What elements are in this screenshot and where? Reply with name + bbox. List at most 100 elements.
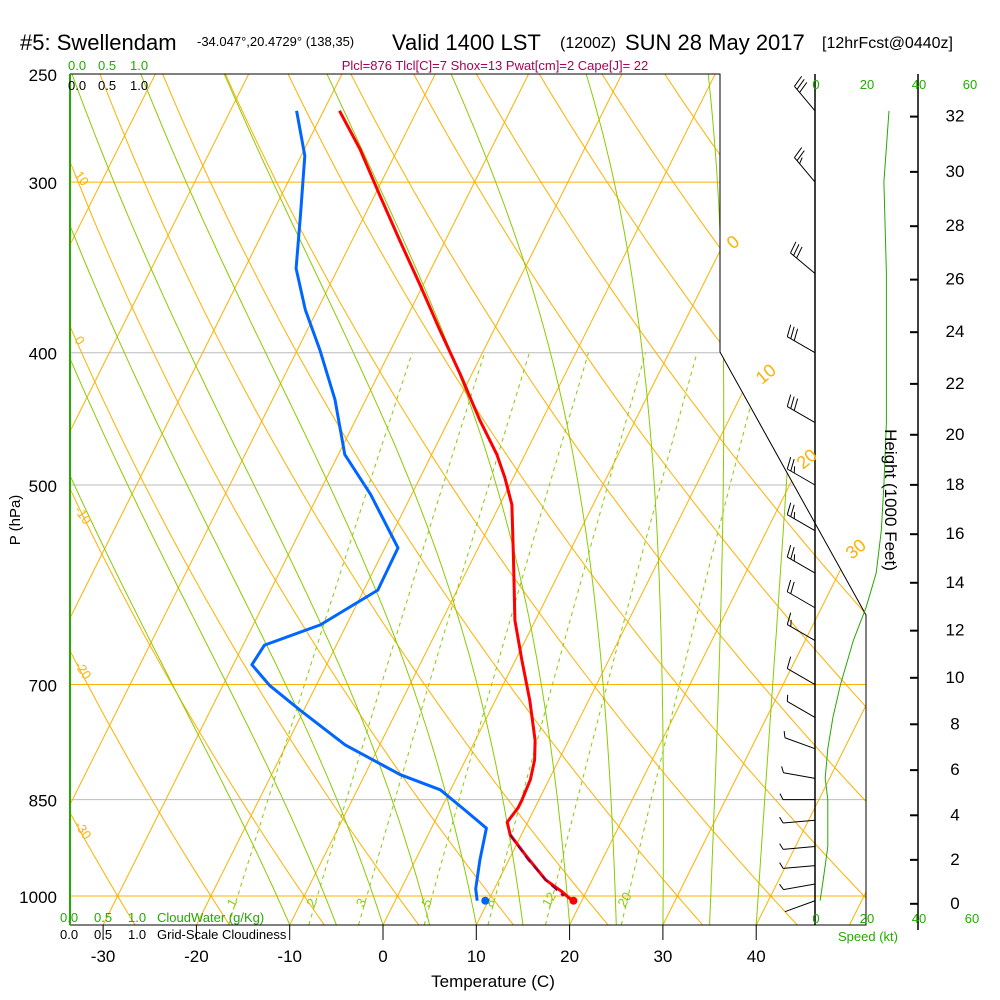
height-tick-label: 0: [950, 894, 959, 913]
dry-adiabat-line: [897, 50, 1000, 953]
dry-adiabat-line: [524, 74, 866, 925]
wind-barb: [786, 612, 816, 642]
plot-frame: [70, 73, 867, 926]
isotherm-line: [70, 74, 355, 925]
mixing-ratio-line: [620, 352, 766, 925]
mixing-ratio-line: [228, 352, 413, 925]
moist-adiabat-line: [704, 74, 725, 925]
wind-barb-staff: [787, 468, 816, 486]
cloud-top-black-0: 0.0: [68, 78, 86, 93]
dry-adiabat-line: [90, 74, 632, 925]
speed-bottom-0: 0: [812, 911, 819, 926]
wind-barb-feather: [790, 458, 795, 472]
wind-barb-staff: [787, 336, 816, 354]
wind-barb: [786, 544, 816, 574]
wind-barb-staff: [787, 591, 816, 609]
height-tick-label: 16: [946, 524, 965, 543]
valid-date: SUN 28 May 2017: [625, 30, 805, 55]
wind-barb: [783, 731, 816, 750]
cloud-top-black-1: 0.5: [98, 78, 116, 93]
temperature-tick-label: 10: [467, 947, 486, 966]
wind-barb-staff: [794, 157, 816, 183]
isotherm-label: 30: [842, 535, 870, 563]
isotherm-line: [182, 74, 635, 925]
height-tick-label: 4: [950, 805, 959, 824]
height-tick-label: 30: [946, 162, 965, 181]
wind-barb-feather: [794, 147, 803, 158]
mixing-ratio-label: 1: [223, 896, 240, 910]
height-tick-label: 2: [950, 850, 959, 869]
wind-barb-staff: [790, 252, 816, 274]
mixing-ratio-lines: 1 2 3 5 8 12 20: [223, 352, 766, 925]
wind-barbs: [779, 75, 890, 913]
cloud-top-green-0: 0.0: [68, 58, 86, 73]
moist-adiabat-line: [440, 74, 617, 925]
isotherm-line: [275, 74, 728, 925]
wind-barb-feather: [794, 75, 803, 87]
wind-barb: [790, 241, 816, 274]
wind-barb: [779, 843, 816, 850]
dry-adiabat-line: [400, 74, 866, 925]
mixing-ratio-line: [545, 352, 698, 925]
cloud-top-green-1: 0.5: [98, 58, 116, 73]
wind-barb-staff: [794, 85, 816, 112]
isotherm-label: 0: [723, 231, 744, 253]
wind-barb-feather: [786, 656, 792, 669]
dry-adiabat-line: [959, 50, 1000, 953]
height-tick-label: 10: [946, 668, 965, 687]
height-tick-label: 20: [946, 425, 965, 444]
wind-barb-feather: [786, 579, 792, 592]
wind-barb-feather: [790, 504, 795, 517]
height-tick-label: 32: [946, 107, 965, 126]
wind-barb-feather: [790, 546, 795, 560]
isotherm-line: [741, 74, 866, 925]
temperature-tick-label: 30: [653, 947, 672, 966]
series-temperature-line: [338, 110, 574, 902]
height-tick-label: 26: [946, 270, 965, 289]
wind-barb: [786, 694, 816, 718]
mixing-ratio-line: [358, 352, 530, 925]
mixing-ratio-label: 2: [303, 896, 320, 910]
pressure-tick-label: 700: [29, 677, 57, 696]
wind-barb-feather: [786, 544, 792, 558]
wind-barb-feather: [790, 241, 797, 254]
cloudiness-label: Grid-Scale Cloudiness: [157, 927, 287, 942]
wind-barb: [784, 900, 816, 913]
surface-temperature-dot: [569, 896, 578, 905]
wind-barb-feather: [796, 150, 805, 161]
wind-barb-feather: [786, 456, 792, 470]
speed-label: Speed (kt): [838, 929, 898, 944]
valid-time: Valid 1400 LST: [392, 30, 541, 55]
wind-barb: [781, 766, 816, 779]
cloud-bottom-green-1: 0.5: [94, 910, 112, 925]
wind-barb-feather: [790, 396, 795, 409]
wind-barb-feather: [779, 883, 784, 890]
wind-barb: [786, 579, 816, 609]
mixing-ratio-line: [308, 352, 486, 925]
station-title: #5: Swellendam: [20, 30, 177, 55]
moist-adiabat-line: [70, 74, 431, 925]
height-tick-label: 22: [946, 374, 965, 393]
pressure-tick-label: 500: [29, 477, 57, 496]
dry-adiabat-label: 10: [72, 168, 93, 188]
wind-barb-feather: [796, 79, 805, 90]
pressure-tick-label: 250: [29, 66, 57, 85]
station-coords: -34.047°,20.4729° (138,35): [197, 34, 354, 49]
isotherm-line: [88, 74, 542, 925]
height-tick-label: 14: [946, 573, 965, 592]
wind-barb-staff: [787, 406, 816, 423]
cloud-top-green-2: 1.0: [130, 58, 148, 73]
pressure-tick-label: 300: [29, 174, 57, 193]
dry-adiabat-label: -10: [72, 503, 95, 527]
dry-adiabat-line: [338, 74, 866, 925]
wind-barb-staff: [787, 514, 816, 532]
moist-adiabats: [70, 74, 808, 925]
wind-barb: [786, 394, 816, 423]
wind-barb-staff: [787, 668, 816, 685]
wind-barb-feather: [793, 398, 799, 411]
temperature-tick-label: 40: [747, 947, 766, 966]
series-parcel-line: [509, 834, 565, 897]
dry-adiabats: [70, 50, 1000, 953]
dry-adiabat-line: [152, 74, 728, 925]
